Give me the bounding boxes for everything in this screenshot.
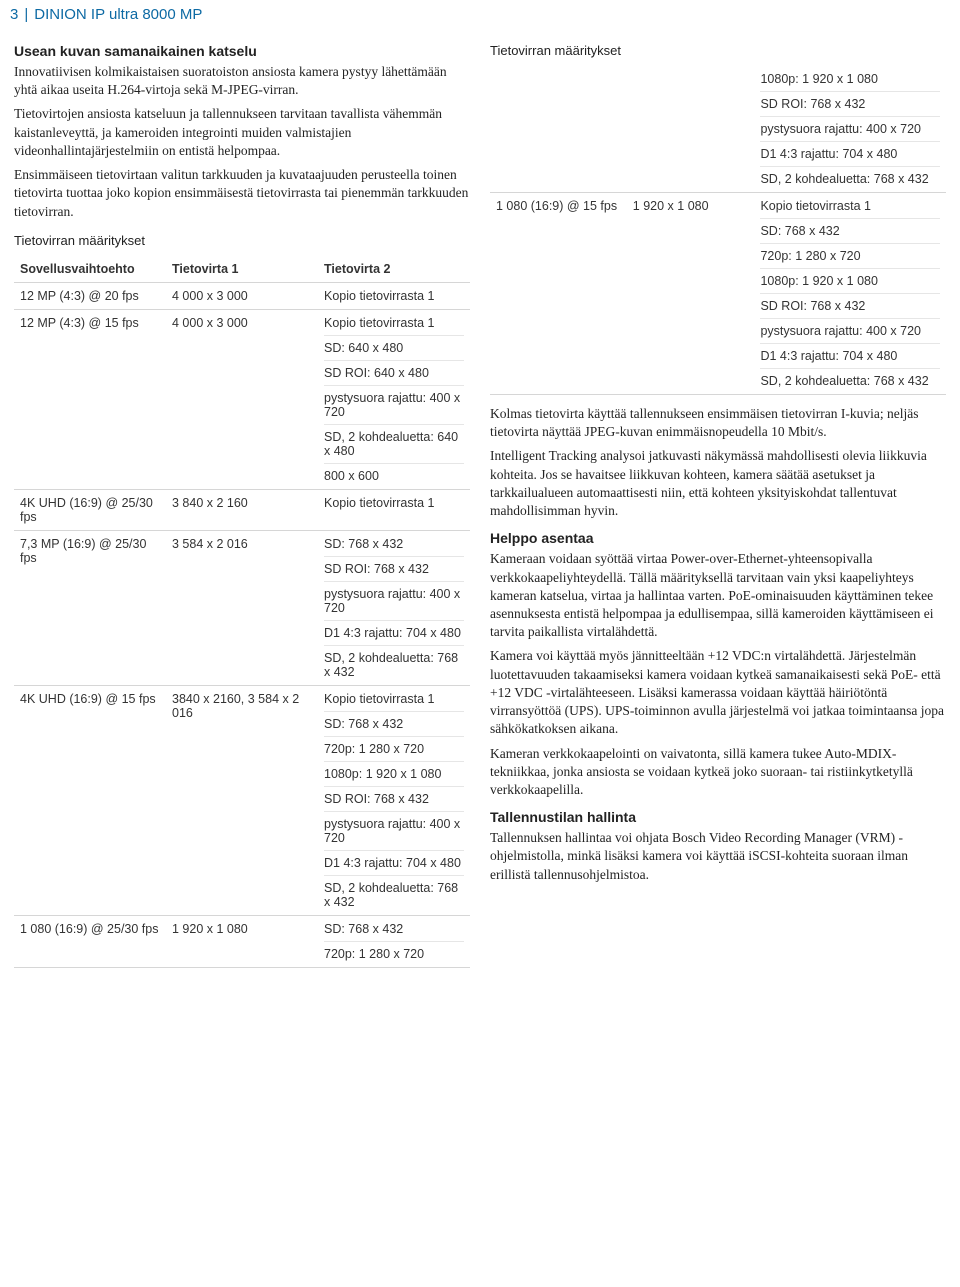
table-subcell: 1080p: 1 920 x 1 080 [760,269,940,294]
table-subcell: SD: 768 x 432 [324,712,464,737]
table-subcell: D1 4:3 rajattu: 704 x 480 [324,851,464,876]
table-cell: 1080p: 1 920 x 1 080SD ROI: 768 x 432pys… [754,66,946,193]
table-cell [490,66,627,193]
table-row: 4K UHD (16:9) @ 15 fps3840 x 2160, 3 584… [14,685,470,915]
table-subcell: SD, 2 kohdealuetta: 768 x 432 [760,369,940,388]
table-title-right: Tietovirran määritykset [490,43,946,60]
table-cell: 3 584 x 2 016 [166,530,318,685]
stream-spec-table-left: Sovellusvaihtoehto Tietovirta 1 Tietovir… [14,256,470,968]
table-subcell: SD ROI: 768 x 432 [760,294,940,319]
table-subcell: Kopio tietovirrasta 1 [760,199,940,219]
table-subcell: Kopio tietovirrasta 1 [324,289,464,303]
table-subcell: 1080p: 1 920 x 1 080 [760,72,940,92]
table-subcell: pystysuora rajattu: 400 x 720 [760,117,940,142]
table-subcell: SD, 2 kohdealuetta: 768 x 432 [760,167,940,186]
right-column: Tietovirran määritykset 1080p: 1 920 x 1… [490,43,946,978]
table-subcell: pystysuora rajattu: 400 x 720 [324,812,464,851]
stream-spec-table-right: 1080p: 1 920 x 1 080SD ROI: 768 x 432pys… [490,66,946,395]
table-row: 12 MP (4:3) @ 20 fps4 000 x 3 000 Kopio t… [14,282,470,309]
table-cell: 4K UHD (16:9) @ 15 fps [14,685,166,915]
table-subcell: SD: 768 x 432 [324,537,464,557]
heading-storage: Tallennustilan hallinta [490,809,946,825]
table-subcell: 720p: 1 280 x 720 [760,244,940,269]
table-subcell: pystysuora rajattu: 400 x 720 [760,319,940,344]
table-cell: 7,3 MP (16:9) @ 25/30 fps [14,530,166,685]
heading-easy-install: Helppo asentaa [490,530,946,546]
col-header: Tietovirta 1 [166,256,318,283]
table-cell: 3 840 x 2 160 [166,489,318,530]
table-title-left: Tietovirran määritykset [14,227,470,250]
col-header: Tietovirta 2 [318,256,470,283]
two-column-layout: Usean kuvan samanaikainen katselu Innova… [0,29,960,992]
paragraph: Kamera voi käyttää myös jännitteeltään +… [490,647,946,738]
page-header: 3 | DINION IP ultra 8000 MP [0,0,960,29]
col-header: Sovellusvaihtoehto [14,256,166,283]
table-row: 1 080 (16:9) @ 25/30 fps1 920 x 1 080SD:… [14,915,470,967]
heading-multi-view: Usean kuvan samanaikainen katselu [14,43,470,59]
paragraph: Kameraan voidaan syöttää virtaa Power-ov… [490,550,946,641]
table-subcell: SD ROI: 768 x 432 [760,92,940,117]
table-row: 1 080 (16:9) @ 15 fps1 920 x 1 080Kopio … [490,193,946,395]
paragraph: Tietovirtojen ansiosta katseluun ja tall… [14,105,470,160]
table-subcell: D1 4:3 rajattu: 704 x 480 [324,621,464,646]
paragraph: Tallennuksen hallintaa voi ohjata Bosch … [490,829,946,884]
paragraph: Kolmas tietovirta käyttää tallennukseen … [490,405,946,441]
table-cell: 1 080 (16:9) @ 15 fps [490,193,627,395]
table-subcell: pystysuora rajattu: 400 x 720 [324,582,464,621]
table-subcell: SD, 2 kohdealuetta: 640 x 480 [324,425,464,464]
table-cell: Kopio tietovirrasta 1SD: 768 x 432720p: … [754,193,946,395]
page-number: 3 [10,6,18,23]
table-row: 1080p: 1 920 x 1 080SD ROI: 768 x 432pys… [490,66,946,193]
table-subcell: SD ROI: 640 x 480 [324,361,464,386]
table-subcell: SD: 768 x 432 [324,922,464,942]
table-cell: Kopio tietovirrasta 1SD: 640 x 480SD ROI… [318,309,470,489]
paragraph: Innovatiivisen kolmikaistaisen suoratois… [14,63,470,99]
table-subcell: SD, 2 kohdealuetta: 768 x 432 [324,876,464,909]
table-cell: 3840 x 2160, 3 584 x 2 016 [166,685,318,915]
table-cell: 4 000 x 3 000 [166,309,318,489]
table-subcell: Kopio tietovirrasta 1 [324,496,464,510]
table-cell: 4K UHD (16:9) @ 25/30 fps [14,489,166,530]
table-subcell: SD, 2 kohdealuetta: 768 x 432 [324,646,464,679]
page-title: DINION IP ultra 8000 MP [34,6,202,23]
table-cell [627,66,755,193]
table-subcell: 720p: 1 280 x 720 [324,737,464,762]
table-subcell: pystysuora rajattu: 400 x 720 [324,386,464,425]
table-cell: 1 920 x 1 080 [627,193,755,395]
table-row: 12 MP (4:3) @ 15 fps4 000 x 3 000Kopio t… [14,309,470,489]
table-row: 4K UHD (16:9) @ 25/30 fps3 840 x 2 160 Ko… [14,489,470,530]
table-cell: 1 080 (16:9) @ 25/30 fps [14,915,166,967]
table-subcell: SD ROI: 768 x 432 [324,787,464,812]
table-cell: 12 MP (4:3) @ 20 fps [14,282,166,309]
table-subcell: SD ROI: 768 x 432 [324,557,464,582]
paragraph: Kameran verkkokaapelointi on vaivatonta,… [490,745,946,800]
paragraph: Intelligent Tracking analysoi jatkuvasti… [490,447,946,520]
table-subcell: 1080p: 1 920 x 1 080 [324,762,464,787]
header-divider: | [24,6,28,23]
table-cell: Kopio tietovirrasta 1 [318,282,470,309]
table-subcell: Kopio tietovirrasta 1 [324,692,464,712]
table-subcell: D1 4:3 rajattu: 704 x 480 [760,344,940,369]
table-cell: 12 MP (4:3) @ 15 fps [14,309,166,489]
table-subcell: D1 4:3 rajattu: 704 x 480 [760,142,940,167]
table-subcell: 720p: 1 280 x 720 [324,942,464,961]
table-subcell: Kopio tietovirrasta 1 [324,316,464,336]
table-cell: Kopio tietovirrasta 1 [318,489,470,530]
table-subcell: 800 x 600 [324,464,464,483]
table-row: 7,3 MP (16:9) @ 25/30 fps3 584 x 2 016SD… [14,530,470,685]
paragraph: Ensimmäiseen tietovirtaan valitun tarkku… [14,166,470,221]
table-cell: SD: 768 x 432720p: 1 280 x 720 [318,915,470,967]
table-subcell: SD: 768 x 432 [760,219,940,244]
table-subcell: SD: 640 x 480 [324,336,464,361]
table-header-row: Sovellusvaihtoehto Tietovirta 1 Tietovir… [14,256,470,283]
left-column: Usean kuvan samanaikainen katselu Innova… [14,43,470,978]
table-cell: 4 000 x 3 000 [166,282,318,309]
table-cell: SD: 768 x 432SD ROI: 768 x 432pystysuora… [318,530,470,685]
table-cell: Kopio tietovirrasta 1SD: 768 x 432720p: … [318,685,470,915]
table-cell: 1 920 x 1 080 [166,915,318,967]
